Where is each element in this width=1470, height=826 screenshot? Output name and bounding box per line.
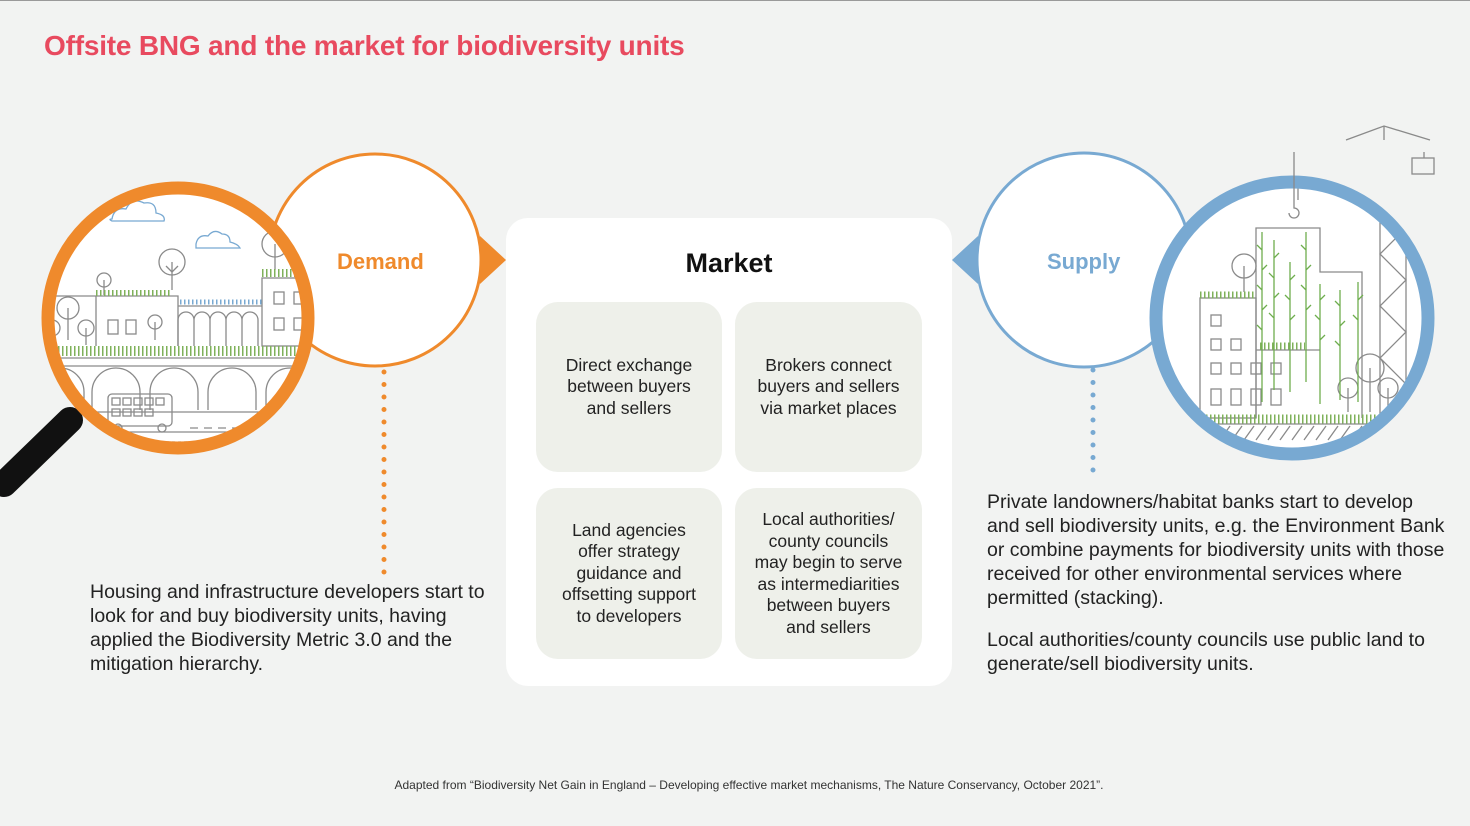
market-card-local-authorities: Local authorities/ county councils may b… <box>735 488 922 659</box>
market-card-brokers: Brokers connect buyers and sellers via m… <box>735 302 922 472</box>
supply-bubble <box>952 151 1193 369</box>
demand-description: Housing and infrastructure developers st… <box>90 581 485 675</box>
source-footnote: Adapted from “Biodiversity Net Gain in E… <box>394 778 1104 792</box>
supply-description-local-authorities: Local authorities/county councils use pu… <box>987 629 1425 675</box>
market-card-land-agencies: Land agencies offer strategy guidance an… <box>536 488 722 659</box>
magnifier-handle-icon <box>0 407 83 497</box>
habitat-scene-illustration <box>1149 175 1435 461</box>
top-rule <box>0 0 1470 1</box>
supply-label: Supply <box>1047 249 1121 274</box>
crane-icon <box>1288 125 1435 219</box>
market-panel: Market Direct exchange between buyers an… <box>506 218 952 686</box>
demand-label: Demand <box>337 249 424 274</box>
city-scene-illustration <box>41 181 315 455</box>
market-card-direct-exchange: Direct exchange between buyers and selle… <box>536 302 722 472</box>
page-title: Offsite BNG and the market for biodivers… <box>44 30 685 61</box>
supply-description-landowners: Private landowners/habitat banks start t… <box>987 491 1445 609</box>
market-title: Market <box>685 248 773 278</box>
